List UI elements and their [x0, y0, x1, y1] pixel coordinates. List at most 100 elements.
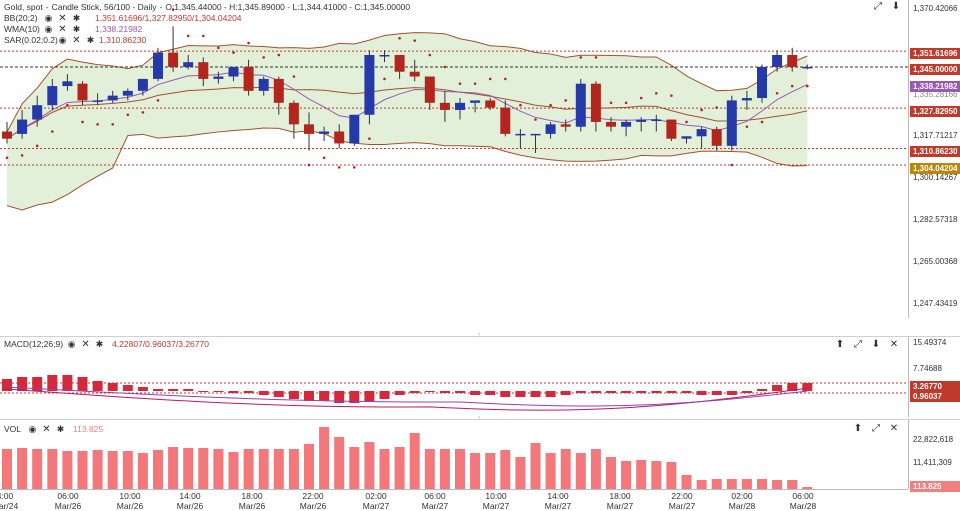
candle[interactable]: [741, 98, 752, 101]
candle[interactable]: [153, 52, 163, 79]
close-icon[interactable]: ✕: [81, 339, 90, 350]
move-up-icon[interactable]: ⬆: [853, 423, 863, 434]
candle[interactable]: [273, 78, 284, 103]
eye-icon[interactable]: ◉: [44, 13, 53, 23]
volume-bar: [319, 427, 330, 489]
candle[interactable]: [17, 119, 28, 134]
candle[interactable]: [470, 100, 481, 103]
close-icon[interactable]: ✕: [58, 24, 67, 35]
candle[interactable]: [122, 90, 133, 96]
close-pane-icon[interactable]: ✕: [889, 423, 899, 434]
price-pane[interactable]: Gold, spot - Candle Stick, 56/100 - Dail…: [0, 0, 908, 318]
gear-icon[interactable]: ✱: [86, 35, 95, 45]
candle[interactable]: [485, 100, 496, 108]
candle[interactable]: [2, 131, 12, 139]
volume-bar: [258, 449, 269, 489]
candle[interactable]: [696, 129, 707, 137]
candle[interactable]: [288, 102, 299, 125]
close-icon[interactable]: ✕: [72, 35, 81, 46]
candle[interactable]: [364, 54, 375, 115]
gear-icon[interactable]: ✱: [72, 24, 81, 34]
close-icon[interactable]: ✕: [58, 13, 67, 24]
eye-icon[interactable]: ◉: [44, 24, 53, 34]
volume-bar: [228, 452, 239, 489]
sar-dot: [519, 103, 522, 107]
candle[interactable]: [228, 66, 239, 77]
candle[interactable]: [424, 76, 435, 103]
candle[interactable]: [621, 121, 632, 127]
candle[interactable]: [711, 129, 722, 146]
candle[interactable]: [32, 105, 43, 120]
macd-histogram-bar: [606, 391, 616, 393]
candle[interactable]: [439, 102, 450, 110]
macd-name: MACD(12;26;9): [4, 339, 64, 349]
candle[interactable]: [168, 52, 179, 67]
candle[interactable]: [137, 78, 148, 91]
sar-dot: [413, 39, 417, 42]
maximize-pane-icon[interactable]: ⤢: [854, 339, 862, 350]
maximize-pane-icon[interactable]: ⤢: [874, 1, 882, 12]
candle[interactable]: [334, 131, 345, 144]
candle[interactable]: [726, 100, 737, 146]
candle[interactable]: [560, 124, 571, 127]
candle[interactable]: [349, 114, 360, 144]
candle[interactable]: [681, 136, 692, 139]
candle[interactable]: [319, 131, 330, 134]
candle[interactable]: [455, 102, 465, 110]
move-down-icon[interactable]: ⬇: [871, 339, 881, 350]
move-down-icon[interactable]: ⬇: [891, 1, 901, 12]
bb-lower-badge: 1,304.04204: [910, 163, 960, 174]
candle[interactable]: [757, 66, 767, 99]
eye-icon[interactable]: ◉: [28, 424, 37, 434]
candle[interactable]: [575, 83, 586, 127]
candle[interactable]: [198, 62, 209, 79]
candle[interactable]: [651, 119, 662, 122]
candle[interactable]: [409, 71, 420, 77]
candle[interactable]: [802, 66, 813, 69]
candle[interactable]: [62, 81, 73, 87]
candle[interactable]: [47, 86, 58, 106]
macd-histogram-bar: [515, 391, 526, 397]
sar-dot: [639, 96, 643, 100]
candle[interactable]: [183, 62, 194, 67]
macd-pane[interactable]: MACD(12;26;9) ◉ ✕ ✱ 4.22807/0.96037/3.26…: [0, 337, 908, 417]
candle[interactable]: [258, 78, 269, 91]
candle[interactable]: [636, 119, 647, 122]
sar-dot: [81, 120, 84, 124]
macd-histogram-bar: [575, 391, 586, 393]
close-pane-icon[interactable]: ✕: [889, 339, 899, 350]
candle[interactable]: [787, 54, 798, 67]
macd-tick: 15.49374: [913, 338, 947, 347]
candle[interactable]: [666, 119, 677, 139]
candle[interactable]: [304, 124, 314, 134]
volume-pane[interactable]: VOL ◉ ✕ ✱ 113.825 ⬆ ⤢ ✕: [0, 420, 908, 489]
candle[interactable]: [243, 66, 254, 91]
candle[interactable]: [500, 107, 511, 134]
macd-histogram-bar: [122, 385, 133, 391]
candle[interactable]: [515, 133, 526, 136]
gear-icon[interactable]: ✱: [72, 13, 81, 23]
sar-dot: [307, 163, 311, 167]
move-up-icon[interactable]: ⬆: [835, 339, 845, 350]
candle[interactable]: [590, 83, 601, 122]
pane-divider[interactable]: [0, 419, 960, 420]
candle[interactable]: [545, 124, 556, 134]
volume-bar: [364, 442, 375, 489]
candle[interactable]: [213, 76, 224, 79]
maximize-pane-icon[interactable]: ⤢: [872, 423, 880, 434]
candle[interactable]: [379, 54, 390, 57]
candle[interactable]: [772, 54, 783, 67]
candle[interactable]: [530, 133, 541, 136]
candle[interactable]: [92, 100, 103, 102]
eye-icon[interactable]: ◉: [67, 339, 76, 349]
close-icon[interactable]: ✕: [42, 424, 51, 435]
candle[interactable]: [394, 54, 405, 72]
candle[interactable]: [107, 95, 118, 101]
gear-icon[interactable]: ✱: [95, 339, 104, 349]
sar-dot: [775, 91, 779, 95]
candle[interactable]: [77, 83, 88, 101]
eye-icon[interactable]: ◉: [58, 35, 67, 45]
gear-icon[interactable]: ✱: [56, 424, 65, 434]
pane-divider[interactable]: [0, 336, 960, 337]
candle[interactable]: [606, 121, 616, 127]
